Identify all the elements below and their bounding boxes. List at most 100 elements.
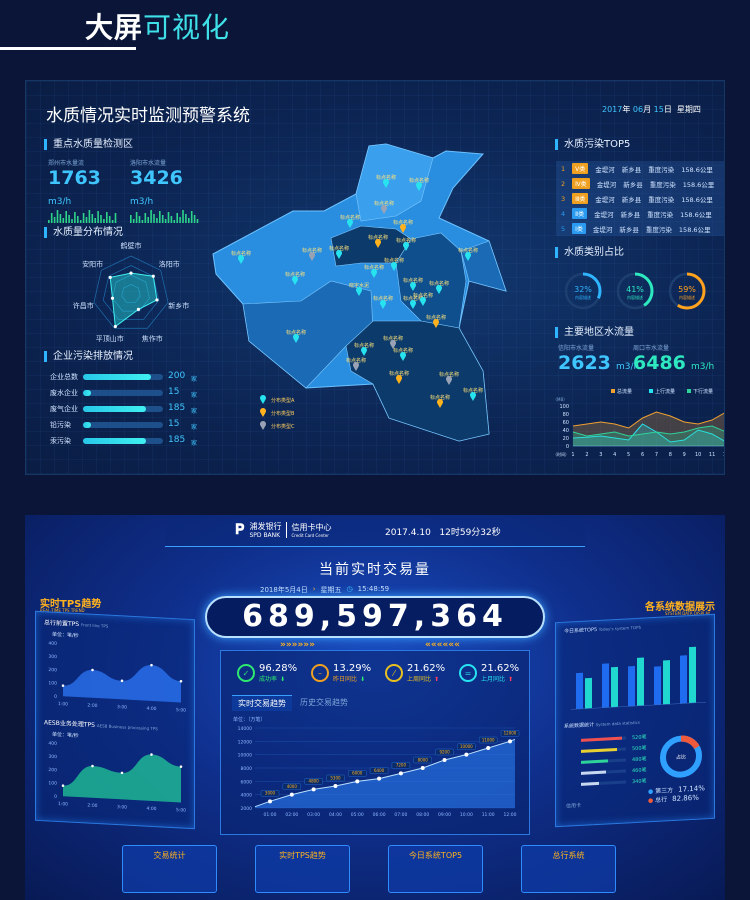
tps-chart-title: 总行前置TPS Front line TPS [44,617,108,629]
tab-history-trend[interactable]: 历史交易趋势 [300,698,348,707]
monitor-value: 1763 [48,167,101,189]
logo-en: SPD BANK [249,532,281,539]
map-pin[interactable]: 标点名称 [383,335,403,349]
pin-label: 标点名称 [389,370,409,377]
map-pin[interactable]: 标点名称 [439,371,459,385]
x-tick: 12:00 [504,812,517,818]
map-pin[interactable]: 标点名称 [384,257,404,271]
point-label-box [435,748,454,756]
map-pin[interactable]: 标点名称 [429,280,449,294]
map-pin[interactable]: 标点名称 [426,314,446,328]
map-pin[interactable]: 标点名称 [364,264,384,278]
monitor-label: 洛阳市水流量 [130,160,167,167]
tab-realtime-trend[interactable]: 实时交易趋势 [232,695,292,711]
map-pin[interactable]: 标点名称 [373,295,393,309]
x-tick: 02:00 [285,812,298,818]
point-label-box [369,767,389,774]
map-pin[interactable]: 标点名称 [393,219,413,233]
map-pin[interactable]: 标点名称 [396,237,416,251]
logo-cn: 浦发银行 [249,522,282,531]
progress-value: 480笔 [632,756,647,764]
pin-label: 标点名称 [302,247,322,254]
dashboard-date: 2017年 06月 15日 星期四 [602,104,701,115]
point-label-box [326,774,345,782]
map-pin[interactable]: 标点名称 [368,234,388,248]
map-pin[interactable]: 标点名称 [286,329,306,343]
point-label-box [413,756,432,764]
top5-row[interactable]: 3 Ⅲ类 金堤河 新乡县 重度污染 158.6公里 [556,191,724,206]
map-pin[interactable]: 标点名称 [231,250,251,264]
map-pin[interactable]: 标点名称 [340,214,360,228]
summary-card[interactable]: 交易统计 [122,845,217,893]
map-pin[interactable]: 标点名称 [403,295,423,309]
progress-track [581,747,626,753]
map-pin[interactable]: 标点名称 [285,271,305,285]
map-pin[interactable]: 标点名称 [463,387,483,401]
emission-row: 汞污染 185 家 [46,435,216,447]
stat-label: 昨日同比 [333,676,358,683]
spark-bar [164,219,167,223]
map-pin[interactable]: 标点名称 [389,370,409,384]
system-bar [602,663,609,708]
map-pin[interactable]: 标点名称 [409,177,429,191]
spark-bar [170,216,173,223]
map-pin[interactable]: 标点名称 [430,394,450,408]
top5-row[interactable]: 2 Ⅳ类 金堤河 新乡县 重度污染 158.6公里 [556,176,724,191]
map-pin[interactable]: 标点名称 [354,342,374,356]
summary-card[interactable]: 总行系统 [521,845,616,893]
point-label-box [500,730,520,737]
point-label-box [348,770,367,777]
top5-river: 金堤河 [595,195,615,204]
system-bar [585,677,592,709]
x-tick: 3:00 [117,804,127,811]
map-pin[interactable]: 标点名称 [413,292,433,306]
flow-value: 6486 [633,352,686,374]
summary-card[interactable]: 实时TPS趋势 [255,845,350,893]
map-pin[interactable]: 标点名称 [393,347,413,361]
y-tick: 14000 [238,726,252,732]
top5-row[interactable]: 1 V类 金堤河 新乡县 重度污染 158.6公里 [556,161,724,176]
emission-label: 废水企业 [50,389,78,397]
spark-bar [132,219,135,223]
spark-bar [135,212,138,223]
top5-river: 金堤河 [596,180,617,189]
emission-track [83,374,163,380]
top5-county: 新乡县 [621,165,642,174]
spark-bar [159,211,161,223]
date-month-label: 月 [643,105,652,114]
emission-label: 汞污染 [50,437,71,445]
x-tick: 01:00 [264,812,277,818]
top5-row[interactable]: 4 Ⅱ类 金堤河 新乡县 重度污染 158.6公里 [556,206,724,221]
x-tick: 04:00 [329,812,342,818]
date-day: 15 [653,105,664,114]
map-pin[interactable]: 标点名称 [403,277,423,291]
x-tick: 08:00 [416,812,429,818]
x-tick: 11 [709,452,715,458]
emission-fill [83,390,91,396]
y-tick: 6000 [241,779,253,785]
progress-track [581,769,626,775]
map-pin[interactable]: 晓宇水泥 [349,282,369,296]
y-tick: 8000 [241,766,253,772]
spark-bar [50,213,53,223]
map-pin[interactable]: 标点名称 [374,200,394,214]
top5-row[interactable]: 5 Ⅰ类 金堤河 新乡县 重度污染 158.6公里 [556,221,724,236]
area-fill [573,424,724,446]
transaction-trend-chart: 单位：（万笔） 2000 4000 6000 8000 10000 12000 14000 30… [233,716,520,818]
right-panel-title: 各系统数据展示 [645,602,715,613]
summary-card[interactable]: 今日系统TOP5 [388,845,483,893]
pin-label: 标点名称 [429,280,449,287]
spark-bar [91,214,94,223]
map-pin[interactable]: 标点名称 [329,245,349,259]
map-pin[interactable]: 标点名称 [376,174,396,188]
x-tick: 3:00 [117,704,127,711]
radar-axis-label: 焦作市 [142,334,163,343]
map-pin[interactable]: 标点名称 [346,357,366,371]
y-tick: 0 [54,694,57,700]
section-monitor: 重点水质量检测区 [44,139,133,150]
map-pin-icon [380,300,387,309]
map-pin[interactable]: 标点名称 [458,247,478,261]
map-pin[interactable]: 标点名称 [302,247,322,261]
map-legend-label: 分布类型C [271,423,295,430]
legend-swatch [611,389,615,393]
